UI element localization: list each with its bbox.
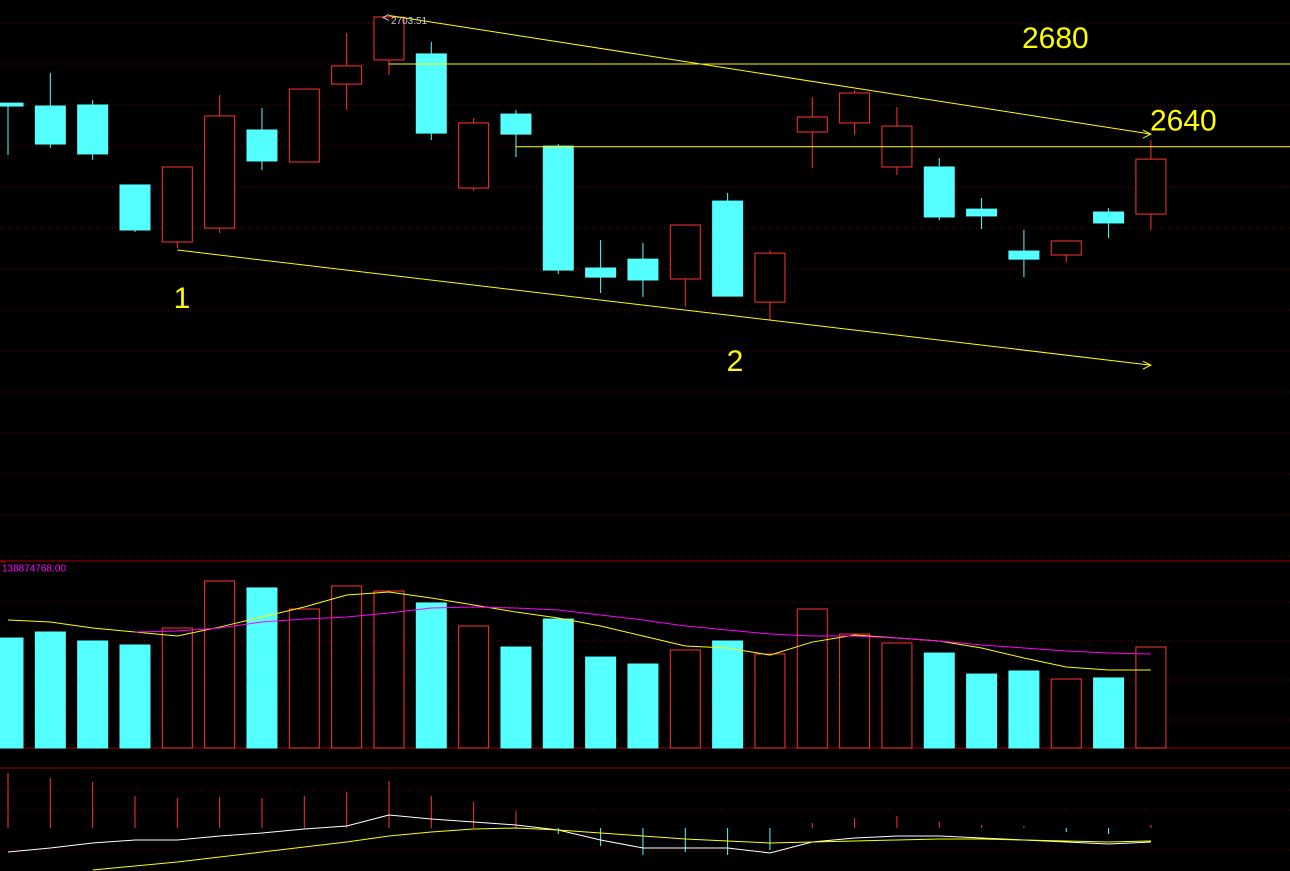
volume-bar — [288, 608, 320, 749]
level-label: 2680 — [1022, 22, 1089, 55]
volume-bar — [627, 663, 659, 749]
candle-body — [288, 88, 320, 163]
volume-bar — [1135, 646, 1167, 749]
candle-body — [754, 252, 786, 303]
volume-bar — [500, 646, 532, 749]
candle-body — [77, 104, 109, 155]
volume-bar — [542, 618, 574, 749]
volume-bar — [373, 590, 405, 749]
candle-body — [331, 65, 363, 85]
candle-body — [373, 16, 405, 61]
volume-ma-line — [7, 591, 1151, 671]
volume-bar — [415, 602, 447, 749]
trend-line — [177, 249, 1151, 366]
volume-bar — [754, 653, 786, 749]
volume-bar — [881, 642, 913, 749]
candle-body — [246, 129, 278, 162]
wave-label: 1 — [174, 282, 191, 315]
volume-bar — [669, 649, 701, 749]
volume-bar — [839, 633, 871, 749]
volume-bar — [796, 608, 828, 749]
candle-body — [966, 208, 998, 217]
candle-body — [542, 145, 574, 271]
volume-bar — [585, 656, 617, 749]
trend-arrow — [1142, 360, 1153, 370]
volume-bar — [331, 585, 363, 749]
candle-body — [119, 184, 151, 231]
wave-label: 2 — [727, 345, 744, 378]
high-label: 2703.51 — [391, 16, 428, 27]
volume-bar — [923, 652, 955, 749]
volume-bar — [204, 580, 236, 749]
volume-bar — [119, 644, 151, 749]
macd-line — [92, 827, 1151, 871]
volume-bar — [966, 673, 998, 749]
candle-body — [500, 113, 532, 135]
volume-ma-line — [134, 606, 1151, 655]
volume-bar — [1050, 678, 1082, 749]
trend-line — [388, 14, 1151, 135]
candle-body — [796, 116, 828, 133]
high-arrow — [381, 14, 390, 21]
candle-body — [34, 105, 66, 145]
candle-body — [1050, 240, 1082, 256]
candle-body — [161, 166, 193, 243]
volume-bar — [1093, 677, 1125, 749]
volume-bar — [712, 640, 744, 749]
volume-bar — [246, 587, 278, 749]
volume-bar — [1008, 670, 1040, 749]
candle-body — [669, 224, 701, 280]
candle-body — [204, 115, 236, 229]
volume-bar — [458, 625, 490, 749]
candle-body — [1093, 211, 1125, 224]
level-label: 2640 — [1150, 105, 1217, 138]
volume-tick-label: 138874768.00 — [2, 564, 66, 575]
candle-body — [415, 53, 447, 134]
candle-body — [458, 122, 490, 189]
candle-body — [1135, 158, 1167, 215]
volume-bar — [161, 627, 193, 749]
volume-bar — [77, 640, 109, 749]
candle-body — [1008, 250, 1040, 260]
volume-bar — [0, 637, 24, 749]
candle-body — [585, 267, 617, 278]
candle-body — [627, 258, 659, 281]
macd-line — [7, 814, 1151, 854]
candle-body — [712, 200, 744, 297]
candle-body — [839, 92, 871, 124]
candle-body — [923, 166, 955, 218]
trend-arrow — [1142, 129, 1153, 139]
volume-bar — [34, 631, 66, 749]
candle-body — [0, 102, 24, 107]
